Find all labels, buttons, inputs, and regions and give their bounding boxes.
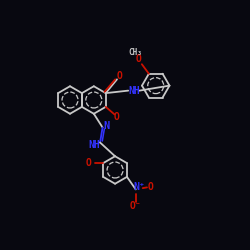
Text: O: O [114,112,120,122]
Text: O: O [86,158,92,168]
Text: N: N [104,121,110,131]
Text: O: O [148,182,154,192]
Text: NH: NH [89,140,101,150]
Text: CH₃: CH₃ [128,48,142,57]
Text: O⁻: O⁻ [130,202,141,211]
Text: NH: NH [128,86,140,96]
Text: O: O [136,54,142,64]
Text: N⁺: N⁺ [134,182,145,192]
Text: O: O [117,71,123,81]
